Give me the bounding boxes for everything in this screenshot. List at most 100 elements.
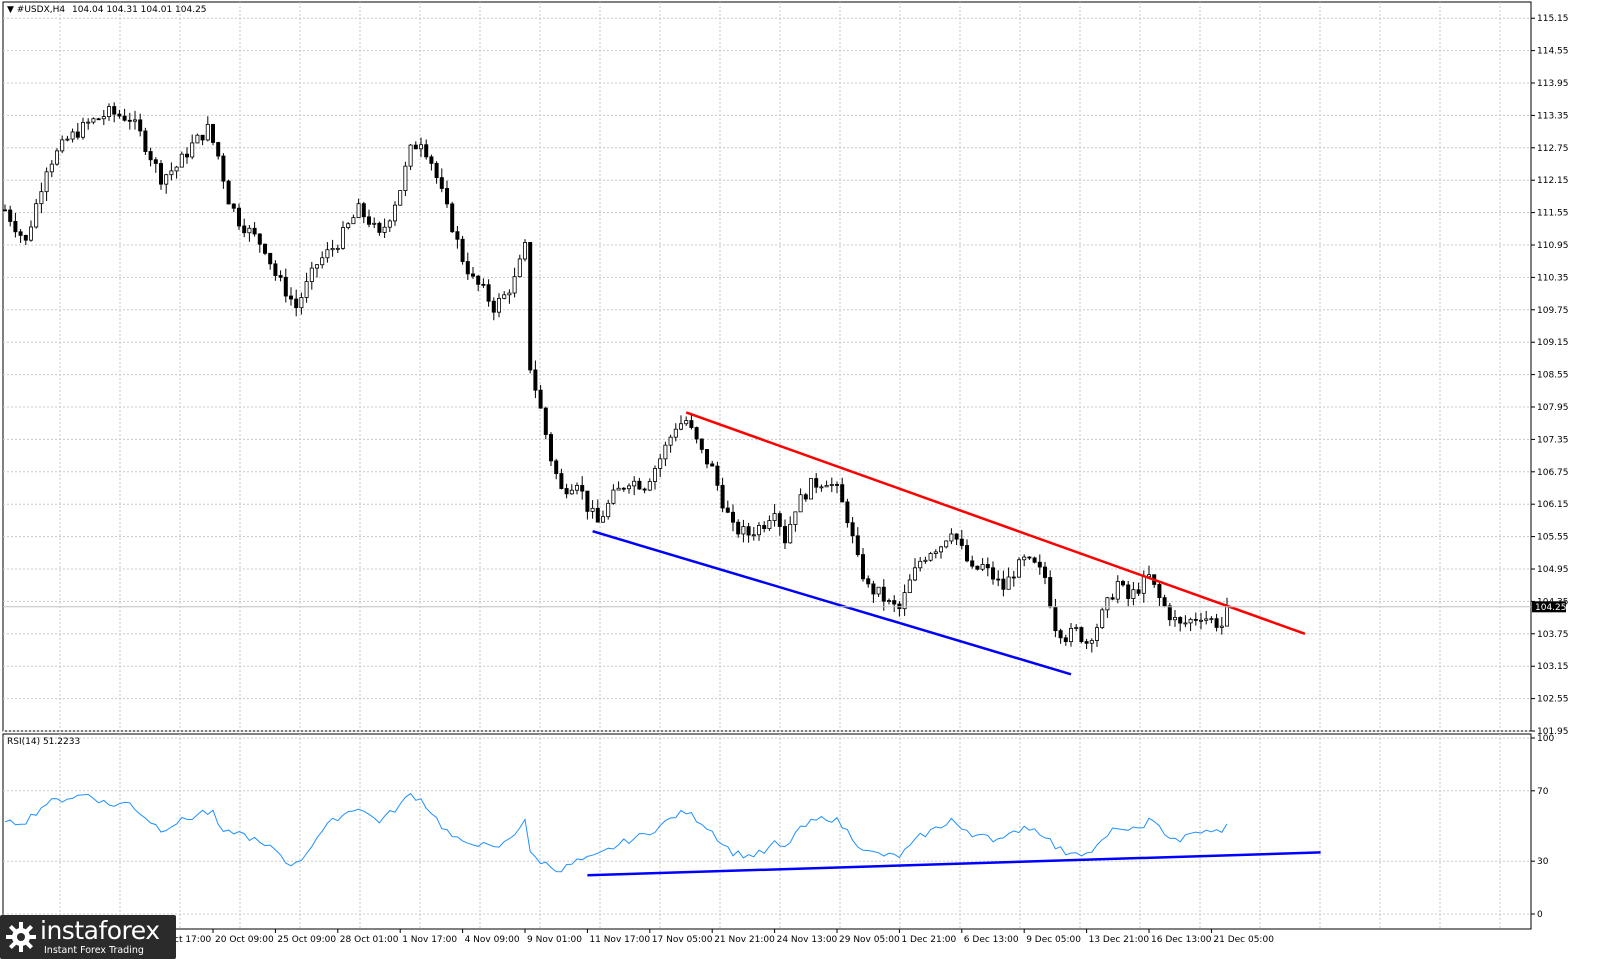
candle	[1214, 613, 1219, 632]
candle	[403, 161, 408, 196]
rsi-axis: 100 70 30 0	[1531, 734, 1554, 920]
rsi-pane-frame	[2, 733, 1532, 930]
candle	[845, 498, 850, 528]
candle	[257, 233, 262, 253]
candle	[1110, 593, 1115, 601]
candle	[107, 103, 112, 121]
candle	[647, 478, 652, 492]
candle	[668, 434, 673, 453]
candle	[1115, 575, 1120, 604]
candle	[767, 515, 772, 531]
candle	[112, 102, 117, 123]
candle	[55, 148, 60, 166]
candle	[408, 144, 413, 171]
candle	[538, 384, 543, 409]
candle	[299, 292, 304, 315]
candle	[101, 109, 106, 126]
candle	[309, 261, 314, 290]
candle	[892, 595, 897, 612]
candle	[330, 239, 335, 257]
candle	[824, 480, 829, 488]
rsi-header: RSI(14) 51.2233	[7, 737, 80, 747]
price-tick-label: 115.15	[1537, 14, 1569, 24]
candle	[1121, 579, 1126, 587]
candle	[1204, 610, 1209, 625]
candle	[840, 477, 845, 503]
candle	[96, 117, 101, 121]
candle	[902, 584, 907, 616]
price-tick-label: 106.15	[1537, 500, 1569, 510]
candle	[153, 157, 158, 173]
candle	[1001, 570, 1006, 597]
candle	[1058, 628, 1063, 644]
candle	[871, 580, 876, 603]
candle	[549, 432, 554, 466]
candle	[533, 360, 538, 399]
candle	[949, 528, 954, 545]
candle	[798, 488, 803, 513]
candle	[658, 453, 663, 478]
candle	[673, 423, 678, 442]
time-tick-label: 13 Dec 21:00	[1089, 935, 1150, 945]
candle	[1053, 598, 1058, 638]
candle	[356, 198, 361, 219]
candle	[861, 548, 866, 582]
candle	[49, 160, 54, 178]
candle	[502, 291, 507, 300]
candle	[1022, 554, 1027, 567]
logo-brand-text: instaforex	[40, 916, 160, 945]
candle	[283, 268, 288, 303]
candle	[928, 551, 933, 562]
rsi-tick-label: 100	[1537, 734, 1554, 744]
candle	[70, 128, 75, 143]
candle	[278, 270, 283, 282]
time-tick-label: 11 Nov 17:00	[589, 935, 650, 945]
candle	[653, 465, 658, 490]
time-tick-label: 17 Nov 05:00	[652, 935, 713, 945]
candle	[933, 549, 938, 559]
candle	[210, 123, 215, 146]
candle	[601, 510, 606, 523]
candle	[372, 217, 377, 229]
candle	[632, 476, 637, 496]
candle	[184, 147, 189, 164]
candle	[1017, 557, 1022, 578]
candle	[288, 287, 293, 306]
candle	[1095, 623, 1100, 647]
candle	[268, 252, 273, 270]
candle	[460, 235, 465, 265]
candle	[450, 201, 455, 233]
candlestick-series	[3, 102, 1230, 653]
candle	[512, 267, 517, 298]
candle	[1079, 626, 1084, 644]
candle	[231, 203, 236, 213]
candle	[413, 141, 418, 150]
rsi-tick-label: 30	[1537, 857, 1549, 867]
candle	[476, 274, 481, 292]
candle	[705, 449, 710, 469]
candle	[772, 504, 777, 527]
candle	[387, 219, 392, 232]
candle	[777, 511, 782, 536]
candle	[392, 201, 397, 226]
candle	[91, 117, 96, 125]
candle	[991, 561, 996, 585]
candle	[1027, 556, 1032, 561]
time-tick-label: 20 Oct 09:00	[215, 935, 274, 945]
candle	[793, 511, 798, 532]
candle	[684, 416, 689, 426]
candle	[954, 533, 959, 546]
candle	[398, 190, 403, 206]
candle	[595, 499, 600, 523]
candle	[855, 527, 860, 557]
candle	[543, 406, 548, 440]
candle	[366, 209, 371, 228]
candle	[361, 201, 366, 224]
candle	[1084, 638, 1089, 650]
candle	[1209, 616, 1214, 624]
candle	[918, 557, 923, 572]
candle	[876, 586, 881, 598]
candle	[1178, 616, 1183, 632]
price-tick-label: 108.55	[1537, 371, 1569, 381]
candle	[788, 516, 793, 544]
